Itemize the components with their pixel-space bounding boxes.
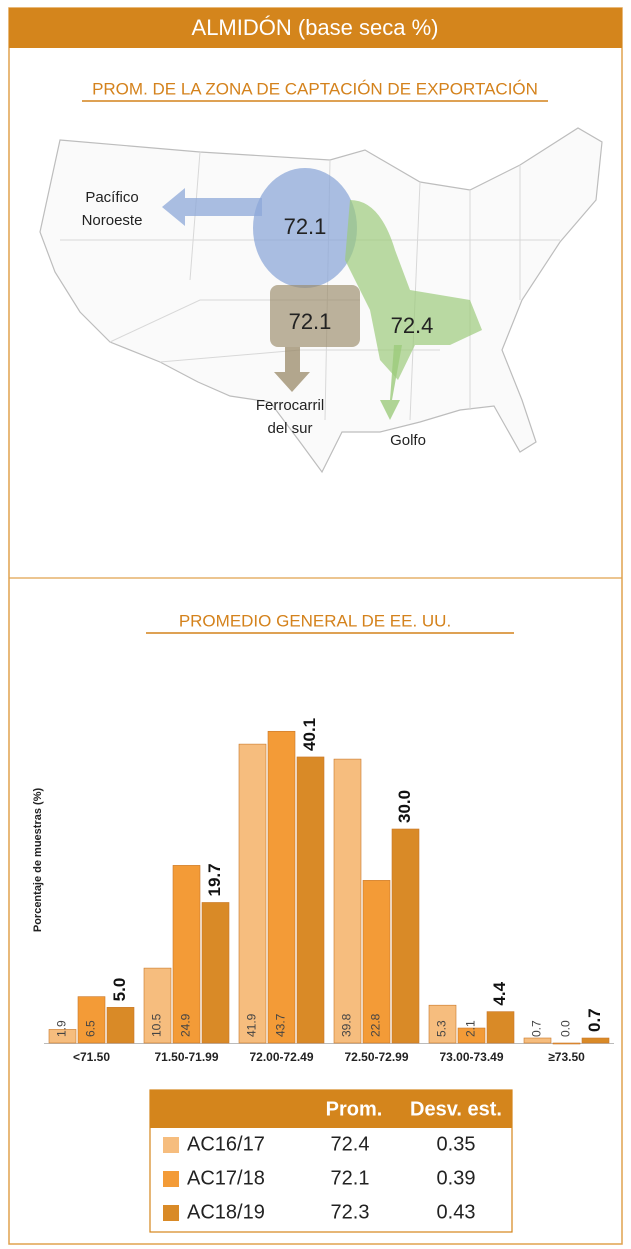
srail-arrow bbox=[274, 347, 310, 392]
map-value: 72.4 bbox=[391, 313, 434, 338]
value-label: 43.7 bbox=[274, 1013, 288, 1037]
table-cell: 0.35 bbox=[437, 1133, 476, 1155]
pnw-zone bbox=[253, 168, 357, 288]
x-tick-label: <71.50 bbox=[73, 1050, 110, 1064]
value-label: 6.5 bbox=[84, 1020, 98, 1037]
map: Pacífico Noroeste 72.1 Ferrocarril del s… bbox=[39, 127, 603, 474]
value-label: 1.9 bbox=[55, 1020, 69, 1037]
value-label: 22.8 bbox=[369, 1013, 383, 1037]
bar bbox=[523, 1037, 552, 1044]
bar bbox=[106, 1007, 135, 1044]
bar bbox=[552, 1042, 581, 1045]
value-label-bold: 0.7 bbox=[585, 1008, 604, 1032]
table: Prom. Desv. est. bbox=[149, 1089, 513, 1233]
value-label-bold: 30.0 bbox=[395, 790, 414, 823]
bar bbox=[172, 865, 201, 1044]
map-label: Ferrocarril bbox=[256, 397, 324, 414]
map-title: PROM. DE LA ZONA DE CAPTACIÓN DE EXPORTA… bbox=[92, 79, 538, 98]
table-cell: 72.4 bbox=[331, 1133, 370, 1155]
bar bbox=[143, 967, 172, 1044]
legend-swatch bbox=[163, 1205, 179, 1221]
value-label: 0.7 bbox=[530, 1020, 544, 1037]
srail-zone bbox=[270, 285, 360, 347]
bar bbox=[581, 1037, 610, 1044]
table-cell: 72.1 bbox=[331, 1167, 370, 1189]
bar bbox=[333, 758, 362, 1044]
x-tick-label: 72.50-72.99 bbox=[344, 1050, 408, 1064]
map-value: 72.1 bbox=[289, 309, 332, 334]
bar bbox=[486, 1011, 515, 1044]
bar bbox=[201, 902, 230, 1044]
value-label: 10.5 bbox=[150, 1013, 164, 1037]
value-label: 2.1 bbox=[464, 1020, 478, 1037]
value-label-bold: 19.7 bbox=[205, 863, 224, 896]
value-label-bold: 4.4 bbox=[490, 981, 509, 1005]
legend-label: AC17/18 bbox=[187, 1167, 265, 1189]
value-label-bold: 40.1 bbox=[300, 718, 319, 751]
value-label: 5.3 bbox=[435, 1020, 449, 1037]
legend-swatch bbox=[163, 1137, 179, 1153]
table-cell: 0.43 bbox=[437, 1201, 476, 1223]
bar bbox=[296, 756, 325, 1044]
map-label: Pacífico bbox=[85, 189, 138, 206]
value-label: 41.9 bbox=[245, 1013, 259, 1037]
bar bbox=[457, 1027, 486, 1044]
table-col: Desv. est. bbox=[410, 1098, 502, 1120]
value-label: 24.9 bbox=[179, 1013, 193, 1037]
table-cell: 72.3 bbox=[331, 1201, 370, 1223]
x-tick-label: 71.50-71.99 bbox=[154, 1050, 218, 1064]
map-label: Noroeste bbox=[82, 212, 143, 229]
bar bbox=[362, 880, 391, 1044]
x-tick-label: 73.00-73.49 bbox=[439, 1050, 503, 1064]
legend-label: AC16/17 bbox=[187, 1133, 265, 1155]
bar bbox=[267, 730, 296, 1044]
value-label: 39.8 bbox=[340, 1013, 354, 1037]
x-tick-label: ≥73.50 bbox=[548, 1050, 585, 1064]
pnw-arrow bbox=[162, 188, 262, 226]
map-value: 72.1 bbox=[284, 214, 327, 239]
chart-title: PROMEDIO GENERAL DE EE. UU. bbox=[179, 611, 451, 630]
table-col: Prom. bbox=[326, 1098, 383, 1120]
y-axis-label: Porcentaje de muestras (%) bbox=[32, 788, 44, 933]
bar bbox=[391, 828, 420, 1044]
gulf-arrow bbox=[380, 345, 402, 420]
legend-label: AC18/19 bbox=[187, 1201, 265, 1223]
value-label-bold: 5.0 bbox=[110, 978, 129, 1002]
bar bbox=[238, 743, 267, 1044]
table-cell: 0.39 bbox=[437, 1167, 476, 1189]
header-bar bbox=[9, 8, 622, 48]
map-label: Golfo bbox=[390, 432, 426, 449]
bar bbox=[48, 1029, 77, 1044]
table-header bbox=[150, 1090, 512, 1128]
value-label: 0.0 bbox=[559, 1020, 573, 1037]
x-tick-label: 72.00-72.49 bbox=[249, 1050, 313, 1064]
bar bbox=[77, 996, 106, 1044]
legend-swatch bbox=[163, 1171, 179, 1187]
bar bbox=[428, 1004, 457, 1044]
header-title: ALMIDÓN (base seca %) bbox=[192, 15, 439, 40]
map-label: del sur bbox=[267, 420, 312, 437]
gulf-zone bbox=[345, 200, 482, 380]
